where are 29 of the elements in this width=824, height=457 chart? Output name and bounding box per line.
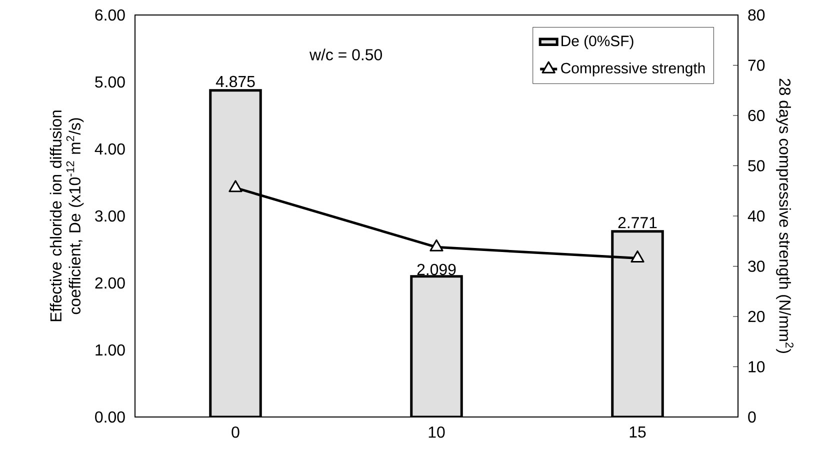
point xyxy=(630,250,644,262)
y-tick-label: 0.00 xyxy=(95,411,125,423)
y2-tick-label: 10 xyxy=(748,361,765,372)
y2-tick-label: 50 xyxy=(748,160,765,172)
y-tick-label: 1.00 xyxy=(96,344,125,356)
y2-tick-label: 0 xyxy=(748,411,756,423)
y-tick-label: 4.00 xyxy=(94,143,125,155)
y2-tick-label: 20 xyxy=(748,310,765,322)
y2-axis-title: 28 days compressive strength (N/mm$^{2}$) xyxy=(776,78,794,353)
x-tick-label: 0 xyxy=(232,426,240,438)
y2-tick-label: 80 xyxy=(748,9,765,21)
data-label: 2.099 xyxy=(417,264,456,276)
y2-tick-label: 40 xyxy=(748,210,765,222)
y2-tick-label: 70 xyxy=(748,60,765,71)
x-tick-label: 15 xyxy=(630,426,646,438)
x-tick-label: 10 xyxy=(428,426,445,438)
y2-tick-label: 30 xyxy=(748,260,765,272)
data-label: 2.771 xyxy=(618,217,657,228)
y-tick-label: 5.00 xyxy=(95,76,125,88)
y-tick-label: 2.00 xyxy=(95,277,125,289)
point xyxy=(228,180,242,192)
data-label: 4.875 xyxy=(216,76,255,88)
y2-tick-label: 60 xyxy=(748,110,765,122)
y-tick-label: 6.00 xyxy=(95,9,125,21)
legend-label: Compressive strength xyxy=(561,62,705,76)
annotation: w/c = 0.50 xyxy=(309,48,382,60)
legend-label: De (0%SF) xyxy=(562,35,634,50)
point xyxy=(430,239,444,252)
y-tick-label: 3.00 xyxy=(95,210,125,222)
